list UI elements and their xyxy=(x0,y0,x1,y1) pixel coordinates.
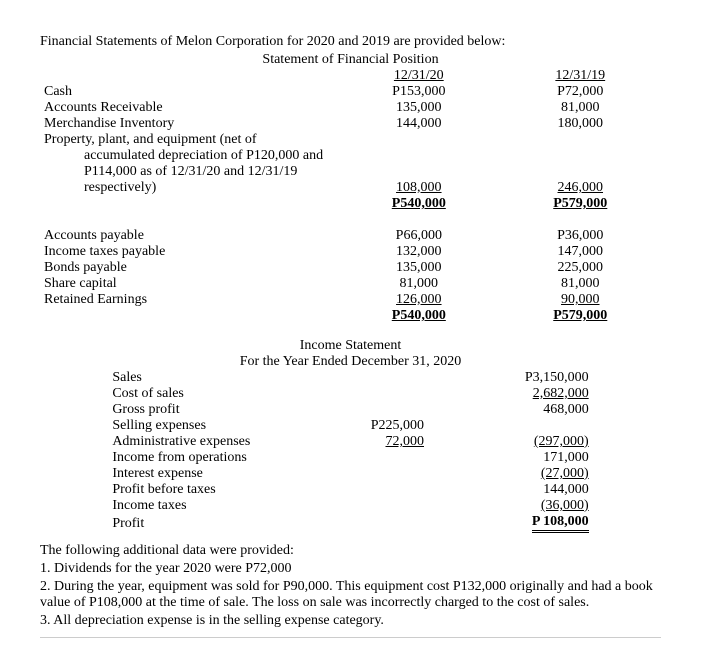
it-amt: (36,000) xyxy=(541,498,589,513)
row-label: Bonds payable xyxy=(40,260,338,276)
is-title: Income Statement xyxy=(108,338,592,354)
table-row: Cash P153,000 P72,000 xyxy=(40,84,661,100)
table-row: Cost of sales 2,682,000 xyxy=(108,386,592,402)
re-c1: 126,000 xyxy=(396,292,442,307)
table-row: Profit before taxes 144,000 xyxy=(108,482,592,498)
row-c1: 144,000 xyxy=(338,116,499,132)
additional-notes: The following additional data were provi… xyxy=(40,543,661,629)
row-label: Merchandise Inventory xyxy=(40,116,338,132)
row-c1: 132,000 xyxy=(338,244,499,260)
liab-total-c1: P540,000 xyxy=(392,308,446,323)
assets-total-row: P540,000 P579,000 xyxy=(40,196,661,212)
col1-header: 12/31/20 xyxy=(394,68,444,83)
row-c2: 81,000 xyxy=(500,276,661,292)
ae-amt: (297,000) xyxy=(534,434,589,449)
sfp-table: 12/31/20 12/31/19 Cash P153,000 P72,000 … xyxy=(40,68,661,324)
row-c1: 135,000 xyxy=(338,260,499,276)
row-label: Selling expenses xyxy=(108,418,321,434)
row-amt: P3,150,000 xyxy=(428,370,593,386)
row-label: Administrative expenses xyxy=(108,434,321,450)
row-label: Share capital xyxy=(40,276,338,292)
table-row: Income taxes payable 132,000 147,000 xyxy=(40,244,661,260)
table-row: Gross profit 468,000 xyxy=(108,402,592,418)
profit-amt: P 108,000 xyxy=(532,514,589,533)
intro-text: Financial Statements of Melon Corporatio… xyxy=(40,34,661,50)
table-row: Property, plant, and equipment (net of a… xyxy=(40,132,661,196)
sfp-title: Statement of Financial Position xyxy=(40,52,661,68)
table-row: Income from operations 171,000 xyxy=(108,450,592,466)
is-subtitle: For the Year Ended December 31, 2020 xyxy=(108,354,592,370)
table-row: Administrative expenses 72,000 (297,000) xyxy=(108,434,592,450)
row-label: Profit xyxy=(108,514,321,533)
table-row: Bonds payable 135,000 225,000 xyxy=(40,260,661,276)
assets-total-c1: P540,000 xyxy=(392,196,446,211)
table-row: Selling expenses P225,000 xyxy=(108,418,592,434)
row-label: Income taxes payable xyxy=(40,244,338,260)
re-c2: 90,000 xyxy=(561,292,600,307)
se-mid: P225,000 xyxy=(321,418,428,434)
note-1: 1. Dividends for the year 2020 were P72,… xyxy=(40,561,661,577)
row-label: Income from operations xyxy=(108,450,321,466)
col2-header: 12/31/19 xyxy=(555,68,605,83)
row-label: Sales xyxy=(108,370,321,386)
table-row: Sales P3,150,000 xyxy=(108,370,592,386)
note-3: 3. All depreciation expense is in the se… xyxy=(40,613,661,629)
cos-amt: 2,682,000 xyxy=(533,386,589,401)
row-c2: 147,000 xyxy=(500,244,661,260)
liab-total-row: P540,000 P579,000 xyxy=(40,308,661,324)
row-c2: 180,000 xyxy=(500,116,661,132)
row-label: Profit before taxes xyxy=(108,482,321,498)
row-c1: 135,000 xyxy=(338,100,499,116)
row-label: Interest expense xyxy=(108,466,321,482)
table-row: Interest expense (27,000) xyxy=(108,466,592,482)
row-c1: 81,000 xyxy=(338,276,499,292)
row-c1: P153,000 xyxy=(338,84,499,100)
ppe-label: Property, plant, and equipment (net of xyxy=(44,132,257,147)
assets-total-c2: P579,000 xyxy=(553,196,607,211)
row-label: Retained Earnings xyxy=(40,292,338,308)
row-c2: P36,000 xyxy=(500,228,661,244)
row-label: Income taxes xyxy=(108,498,321,514)
income-statement-table: Sales P3,150,000 Cost of sales 2,682,000… xyxy=(108,370,592,533)
table-row: Profit P 108,000 xyxy=(108,514,592,533)
table-row: Accounts Receivable 135,000 81,000 xyxy=(40,100,661,116)
liab-total-c2: P579,000 xyxy=(553,308,607,323)
ae-mid: 72,000 xyxy=(386,434,425,449)
table-row: Income taxes (36,000) xyxy=(108,498,592,514)
ie-amt: (27,000) xyxy=(541,466,589,481)
divider xyxy=(40,637,661,638)
row-label: Cash xyxy=(40,84,338,100)
table-row: Accounts payable P66,000 P36,000 xyxy=(40,228,661,244)
table-row: Share capital 81,000 81,000 xyxy=(40,276,661,292)
row-c2: 81,000 xyxy=(500,100,661,116)
row-label: Cost of sales xyxy=(108,386,321,402)
row-label: Accounts payable xyxy=(40,228,338,244)
table-row: Retained Earnings 126,000 90,000 xyxy=(40,292,661,308)
note-2: 2. During the year, equipment was sold f… xyxy=(40,579,661,611)
row-c1: P66,000 xyxy=(338,228,499,244)
row-label: Gross profit xyxy=(108,402,321,418)
ppe-c1: 108,000 xyxy=(396,180,442,195)
row-c2: P72,000 xyxy=(500,84,661,100)
table-row: Merchandise Inventory 144,000 180,000 xyxy=(40,116,661,132)
ppe-note: accumulated depreciation of P120,000 and… xyxy=(44,148,334,196)
row-c2: 225,000 xyxy=(500,260,661,276)
row-amt: 468,000 xyxy=(428,402,593,418)
ppe-c2: 246,000 xyxy=(558,180,604,195)
row-label: Accounts Receivable xyxy=(40,100,338,116)
row-amt: 144,000 xyxy=(428,482,593,498)
notes-heading: The following additional data were provi… xyxy=(40,543,661,559)
sfp-header-row: 12/31/20 12/31/19 xyxy=(40,68,661,84)
row-amt: 171,000 xyxy=(428,450,593,466)
